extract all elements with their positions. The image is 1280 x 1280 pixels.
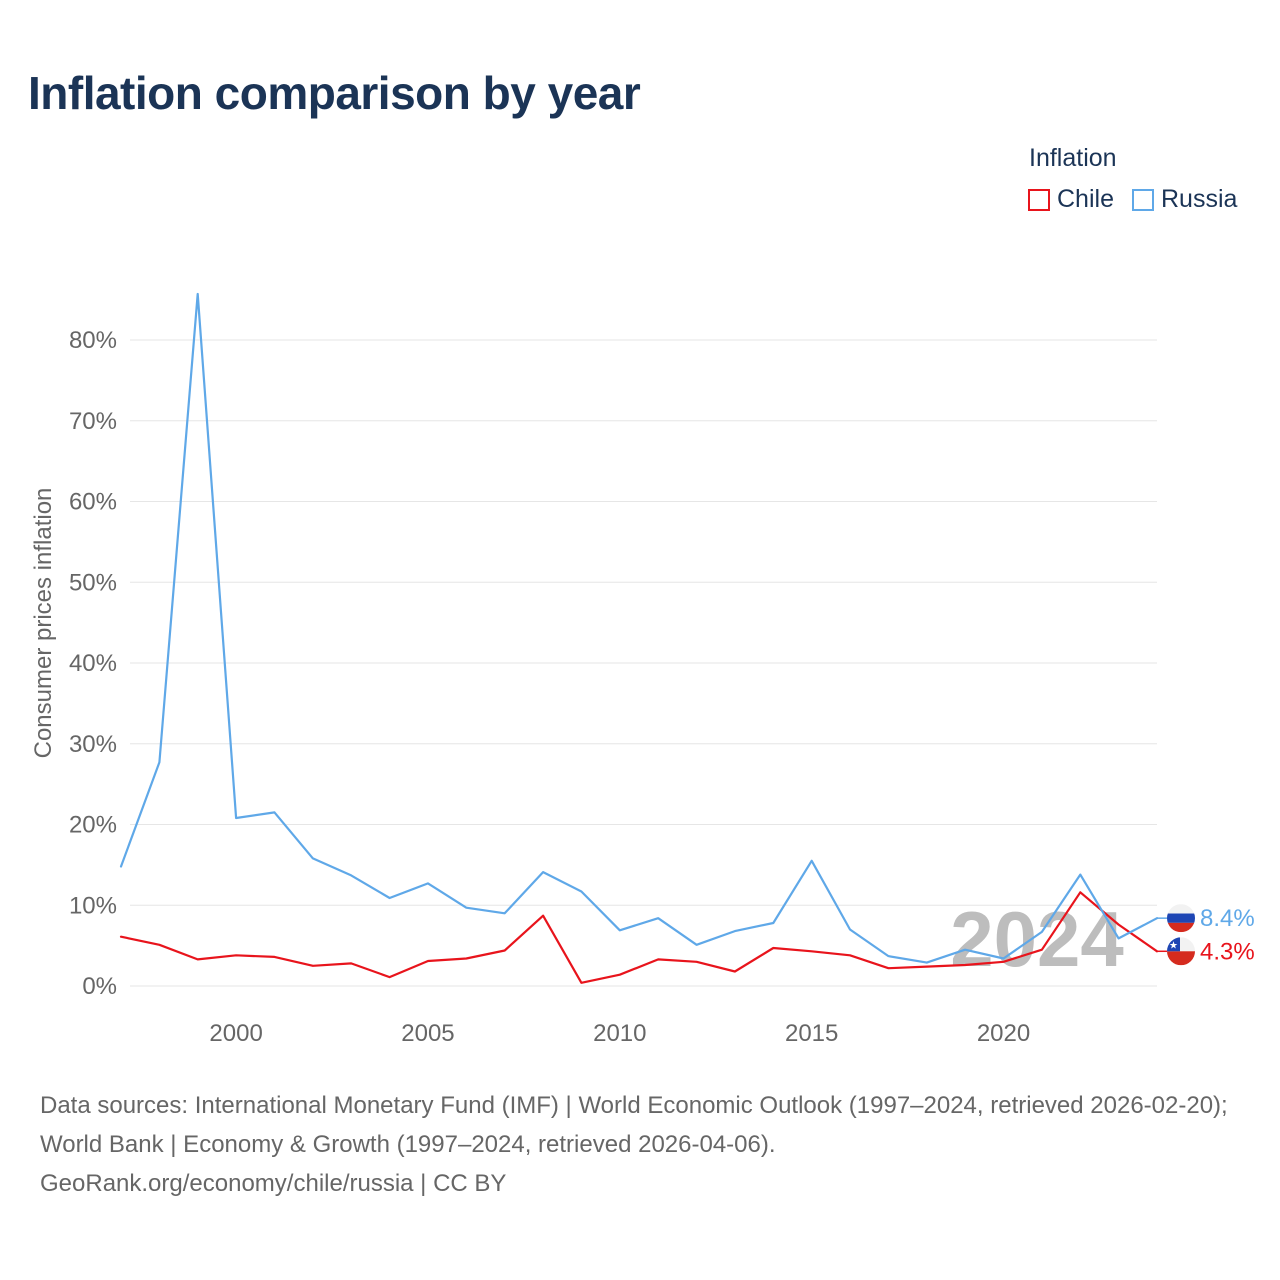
legend-swatch-chile [1028, 188, 1050, 211]
end-markers: ★ 4.3% 8.4% [1157, 904, 1255, 966]
grid-lines [130, 339, 1157, 987]
end-value-label-russia: 8.4% [1200, 905, 1255, 932]
legend-label-chile: Chile [1057, 185, 1114, 213]
series-lines [119, 292, 1159, 984]
x-tick-label: 2000 [209, 1020, 262, 1047]
y-tick-label: 10% [69, 892, 117, 919]
y-tick-label: 60% [69, 489, 117, 516]
legend-label-russia: Russia [1160, 185, 1238, 213]
y-axis-label: Consumer prices inflation [30, 488, 57, 759]
x-tick-label: 2010 [593, 1020, 646, 1047]
legend-title: Inflation [1029, 144, 1117, 172]
y-tick-label: 40% [69, 650, 117, 677]
chart-title: Inflation comparison by year [28, 67, 641, 119]
y-tick-label: 70% [69, 408, 117, 435]
y-tick-label: 50% [69, 569, 117, 596]
x-tick-label: 2005 [401, 1020, 454, 1047]
end-value-label-chile: 4.3% [1200, 938, 1255, 965]
y-axis-ticks: 0% 10% 20% 30% 40% 50% 60% 70% 80% [69, 327, 117, 1000]
flag-russia-icon [1167, 904, 1195, 933]
legend-swatch-russia [1131, 188, 1154, 211]
current-year-watermark: 2024 [950, 895, 1124, 983]
y-tick-label: 20% [69, 812, 117, 839]
x-tick-label: 2020 [977, 1020, 1030, 1047]
x-tick-label: 2015 [785, 1020, 838, 1047]
series-line-russia[interactable] [119, 292, 1159, 964]
line-chart: 0%10%20%30%40%50%60%70%80% 2000 2005 2010 2… [30, 292, 1255, 1047]
x-axis-ticks: 2000 2005 2010 2015 2020 [209, 1020, 1030, 1047]
credit-link[interactable]: GeoRank.org/economy/chile/russia | CC BY [40, 1170, 507, 1197]
y-tick-label: 0% [82, 973, 117, 1000]
legend-item-russia[interactable]: Russia [1131, 185, 1238, 214]
y-tick-label: 80% [69, 327, 117, 354]
legend: Chile Russia [1028, 185, 1237, 214]
footer: Data sources: International Monetary Fun… [40, 1086, 1250, 1203]
svg-text:★: ★ [1169, 940, 1178, 951]
flag-chile-icon: ★ [1167, 937, 1195, 966]
y-tick-label: 30% [69, 731, 117, 758]
data-sources: Data sources: International Monetary Fun… [40, 1092, 1228, 1158]
legend-item-chile[interactable]: Chile [1028, 185, 1114, 214]
series-line-chile[interactable] [119, 891, 1159, 984]
